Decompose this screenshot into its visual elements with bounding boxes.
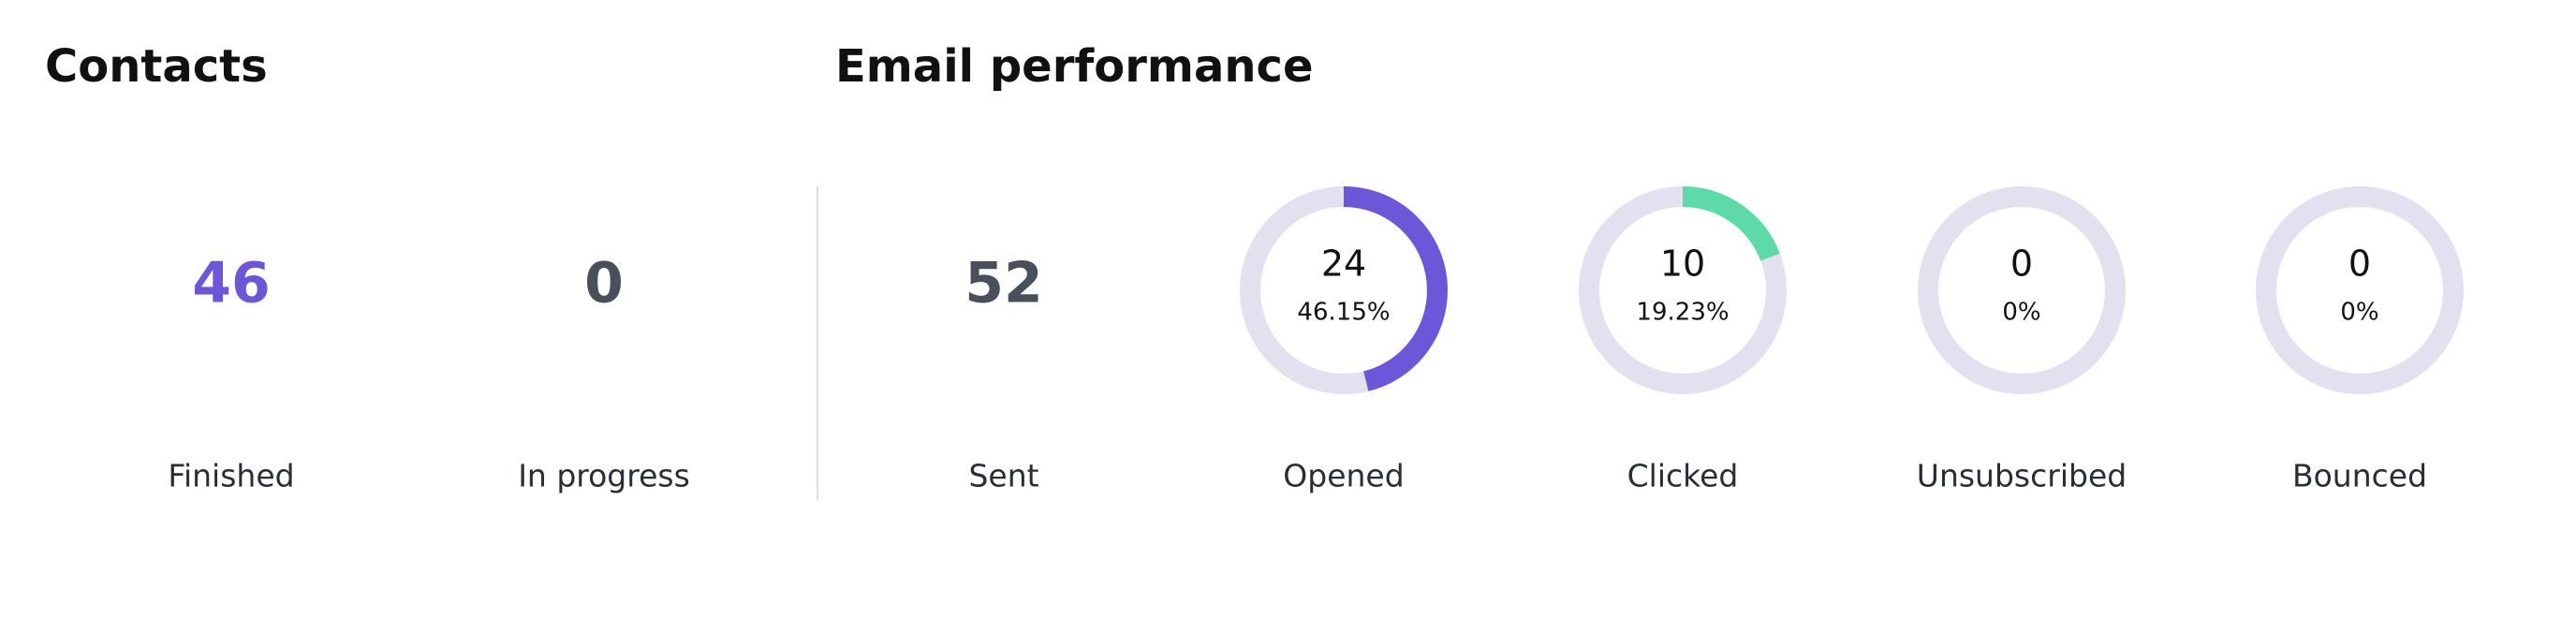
metric-label: Bounced [2292, 458, 2427, 494]
metric-label: Opened [1283, 458, 1404, 494]
donut-percent: 0% [2002, 299, 2040, 327]
section-title: Contacts [45, 40, 268, 93]
donut-percent: 19.23% [1636, 299, 1729, 327]
metric-label: Unsubscribed [1917, 458, 2127, 494]
donut-arc [1240, 186, 1448, 394]
metric-value: 46 [192, 251, 271, 316]
section-title: Email performance [835, 40, 1314, 93]
donut-value: 10 [1660, 243, 1705, 285]
donut-value: 24 [1321, 243, 1366, 285]
metric-label: Sent [968, 458, 1038, 494]
metric-label: Finished [168, 458, 294, 494]
donut-track [1918, 186, 2126, 394]
metric-label: Clicked [1627, 458, 1739, 494]
donut-arc [1579, 186, 1787, 394]
donut-value: 0 [2010, 243, 2033, 285]
donut-percent: 0% [2340, 299, 2378, 327]
metric-label: In progress [518, 458, 690, 494]
metric-value: 52 [964, 251, 1043, 316]
donut-value: 0 [2348, 243, 2371, 285]
donut-percent: 46.15% [1297, 299, 1390, 327]
donut-track [2256, 186, 2464, 394]
metric-value: 0 [584, 251, 624, 316]
